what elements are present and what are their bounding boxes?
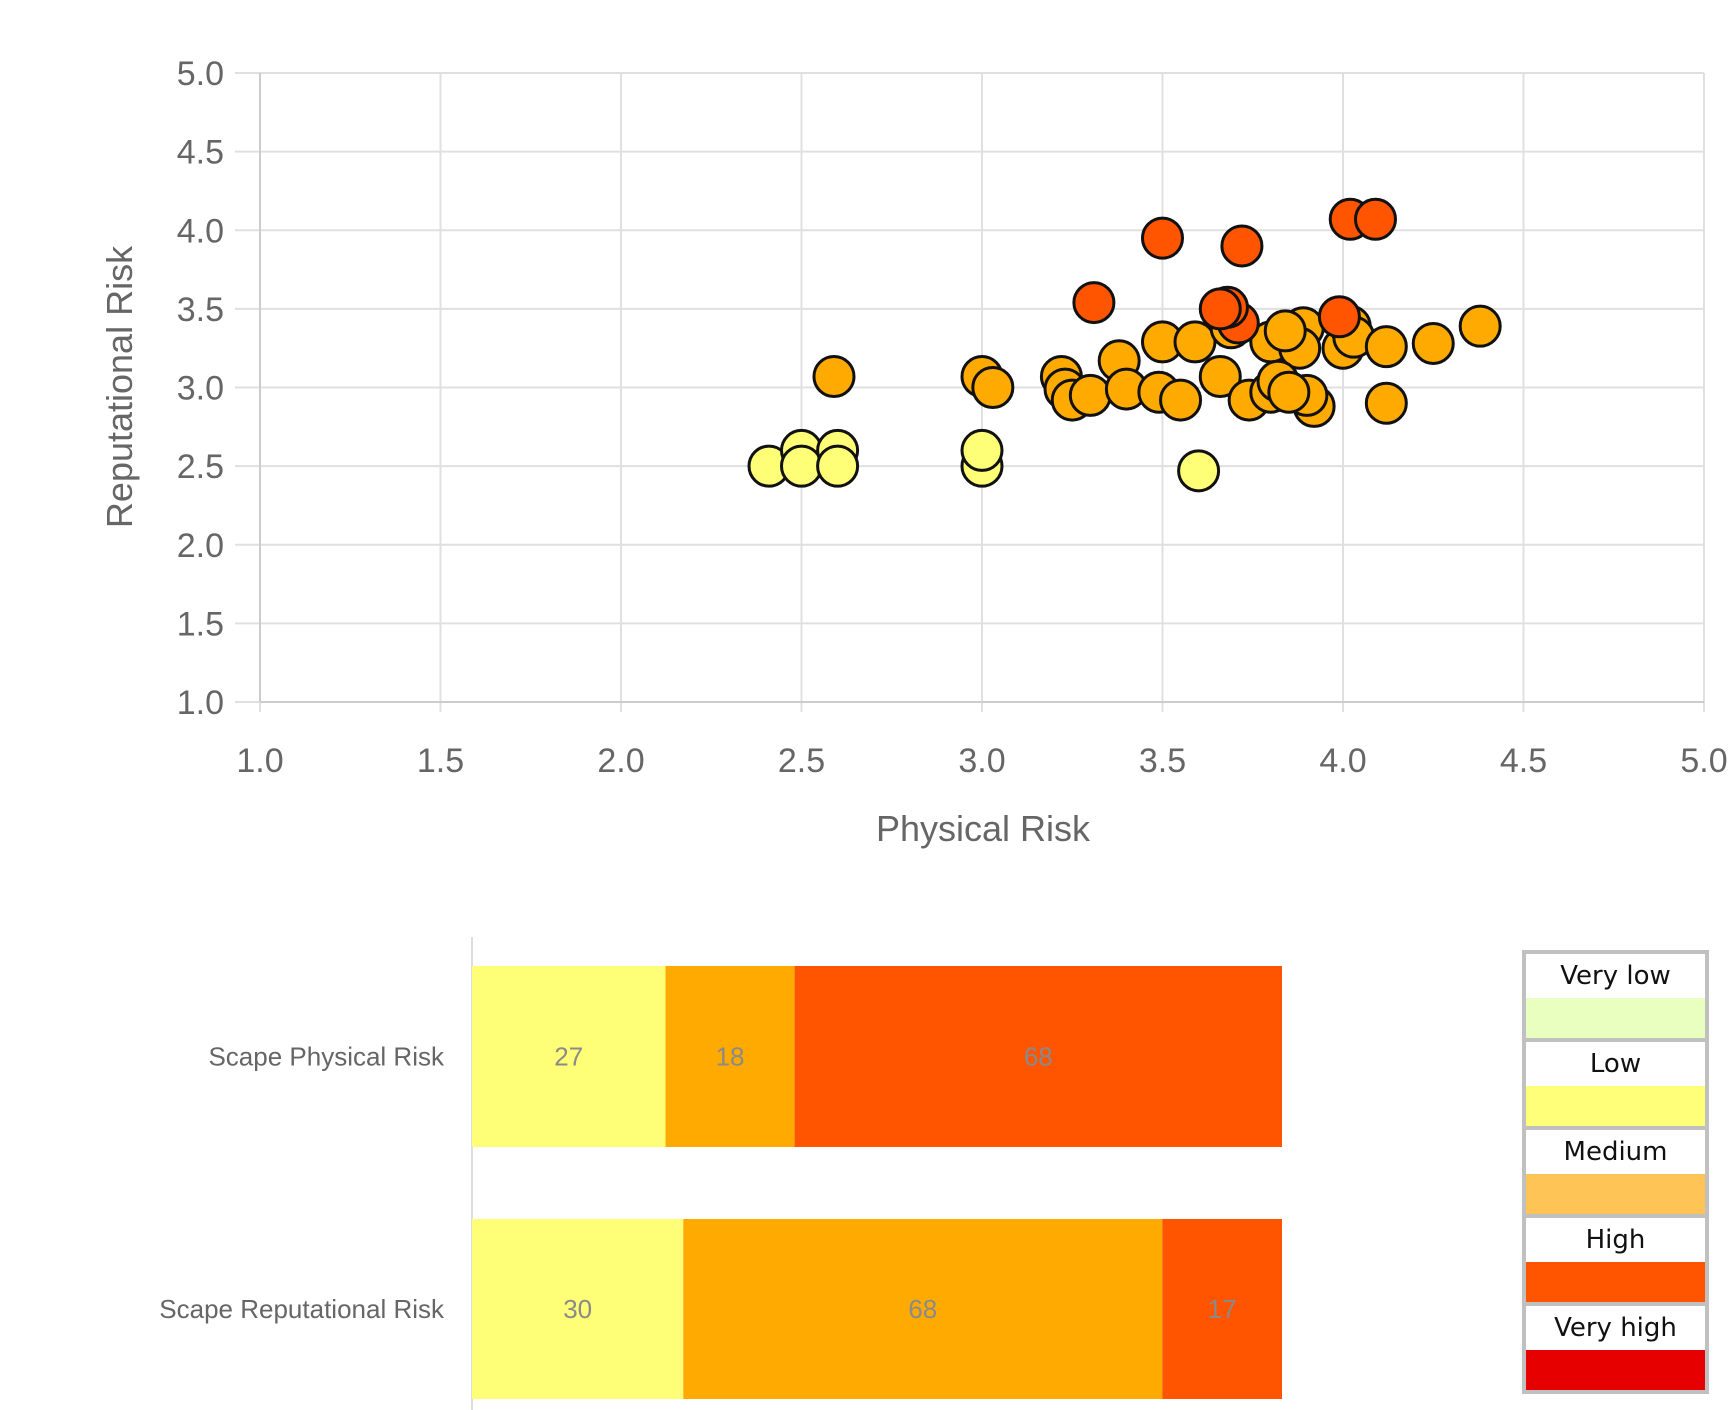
y-tick-label: 3.0	[177, 370, 224, 408]
data-point	[1220, 224, 1264, 268]
data-point	[971, 366, 1015, 409]
data-point	[1177, 449, 1221, 493]
bar-segment	[1162, 1219, 1282, 1399]
legend-swatch	[1526, 1174, 1705, 1214]
bar-value-label: 27	[554, 1042, 583, 1072]
data-point	[1364, 325, 1408, 369]
data-point	[780, 444, 823, 488]
y-tick-label: 4.5	[177, 134, 224, 172]
x-tick-label: 1.5	[417, 742, 464, 780]
y-tick-label: 5.0	[177, 55, 224, 93]
legend-item-high: High	[1526, 1218, 1705, 1302]
legend-swatch	[1526, 1262, 1705, 1302]
bar-value-label: 17	[1208, 1294, 1237, 1324]
risk-legend: Very low Low Medium High Very high	[1522, 950, 1709, 1394]
data-point	[812, 354, 856, 398]
x-tick-label: 5.0	[1680, 742, 1727, 780]
y-axis-title: Reputational Risk	[99, 245, 140, 528]
data-point	[1411, 321, 1455, 365]
x-axis-title: Physical Risk	[876, 808, 1091, 849]
data-point	[1173, 320, 1217, 364]
data-point	[1267, 370, 1311, 414]
bar-segment	[472, 966, 666, 1147]
data-point	[1263, 309, 1307, 353]
legend-swatch	[1526, 1086, 1705, 1126]
bar-segment	[794, 966, 1282, 1147]
data-point	[1317, 295, 1361, 339]
bar-value-label: 68	[908, 1294, 937, 1324]
y-tick-label: 3.5	[177, 291, 224, 329]
legend-item-low: Low	[1526, 1042, 1705, 1126]
bar-value-label: 30	[563, 1294, 592, 1324]
bar-category-label: Scape Physical Risk	[208, 1042, 445, 1072]
bar-category-label: Scape Reputational Risk	[159, 1294, 445, 1324]
y-tick-label: 2.0	[177, 527, 224, 565]
y-tick-label: 1.5	[177, 605, 224, 643]
y-tick-label: 1.0	[177, 684, 224, 722]
data-point	[1364, 381, 1408, 425]
bar-value-label: 68	[1024, 1042, 1053, 1072]
data-point	[1458, 304, 1502, 348]
bar-segment	[472, 1219, 684, 1399]
x-tick-label: 4.0	[1319, 742, 1366, 780]
legend-label: Very high	[1554, 1313, 1677, 1343]
data-point	[1198, 354, 1242, 398]
data-point	[1068, 373, 1112, 417]
x-tick-label: 2.5	[778, 742, 825, 780]
legend-label: Medium	[1563, 1137, 1668, 1167]
x-tick-label: 1.0	[236, 742, 283, 780]
x-tick-label: 2.0	[597, 742, 644, 780]
legend-swatch	[1526, 1350, 1705, 1390]
data-point	[1072, 281, 1116, 325]
legend-item-very-high: Very high	[1526, 1306, 1705, 1390]
legend-item-medium: Medium	[1526, 1130, 1705, 1214]
y-tick-label: 4.0	[177, 212, 224, 250]
x-tick-label: 3.5	[1139, 742, 1186, 780]
bar-segment	[665, 966, 795, 1147]
legend-label: Very low	[1560, 961, 1671, 991]
data-point	[1141, 216, 1184, 260]
stacked-bar-chart: Scape Physical Risk 27 18 68 Scape Reputatio…	[159, 937, 1282, 1410]
legend-swatch	[1526, 998, 1705, 1038]
data-point	[1353, 197, 1397, 241]
y-tick-label: 2.5	[177, 448, 224, 486]
legend-label: High	[1585, 1225, 1646, 1255]
bar-value-label: 18	[716, 1042, 745, 1072]
x-tick-label: 4.5	[1500, 742, 1547, 780]
data-point	[1159, 378, 1203, 422]
legend-label: Low	[1589, 1049, 1642, 1079]
scatter-chart: 1.0 1.5 2.0 2.5 3.0 3.5 4.0 4.5 5.0 1.0 1.5 2.0 2.5 3…	[99, 55, 1728, 849]
data-point	[960, 428, 1004, 472]
data-point	[816, 444, 860, 488]
bar-segment	[683, 1219, 1163, 1399]
data-point	[1198, 287, 1242, 331]
legend-item-very-low: Very low	[1526, 954, 1705, 1038]
x-tick-label: 3.0	[958, 742, 1005, 780]
